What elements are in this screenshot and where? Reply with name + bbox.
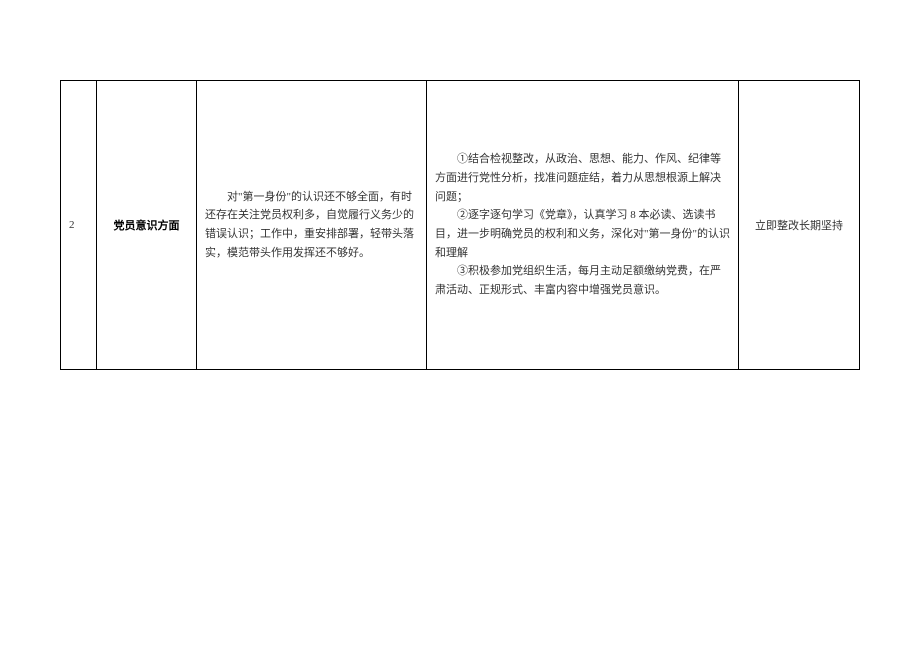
measures-list: ①结合检视整改，从政治、思想、能力、作风、纪律等方面进行党性分析，找准问题症结，… bbox=[435, 150, 730, 300]
deadline-text: 立即整改长期坚持 bbox=[755, 217, 843, 233]
data-table: 2 党员意识方面 对"第一身份"的认识还不够全面，有时还存在关注党员权利多，自觉… bbox=[60, 80, 860, 370]
measure-item-3: ③积极参加党组织生活，每月主动足额缴纳党费，在严肃活动、正规形式、丰富内容中增强… bbox=[435, 262, 730, 299]
category-label: 党员意识方面 bbox=[114, 217, 180, 233]
row-index: 2 bbox=[69, 219, 75, 231]
column-measures: ①结合检视整改，从政治、思想、能力、作风、纪律等方面进行党性分析，找准问题症结，… bbox=[427, 81, 739, 369]
measure-item-1: ①结合检视整改，从政治、思想、能力、作风、纪律等方面进行党性分析，找准问题症结，… bbox=[435, 150, 730, 206]
measure-item-2: ②逐字逐句学习《党章》，认真学习 8 本必读、选读书目，进一步明确党员的权利和义… bbox=[435, 206, 730, 262]
problem-text: 对"第一身份"的认识还不够全面，有时还存在关注党员权利多，自觉履行义务少的错误认… bbox=[205, 188, 418, 263]
column-index: 2 bbox=[61, 81, 97, 369]
column-problem: 对"第一身份"的认识还不够全面，有时还存在关注党员权利多，自觉履行义务少的错误认… bbox=[197, 81, 427, 369]
column-deadline: 立即整改长期坚持 bbox=[739, 81, 859, 369]
column-category: 党员意识方面 bbox=[97, 81, 197, 369]
